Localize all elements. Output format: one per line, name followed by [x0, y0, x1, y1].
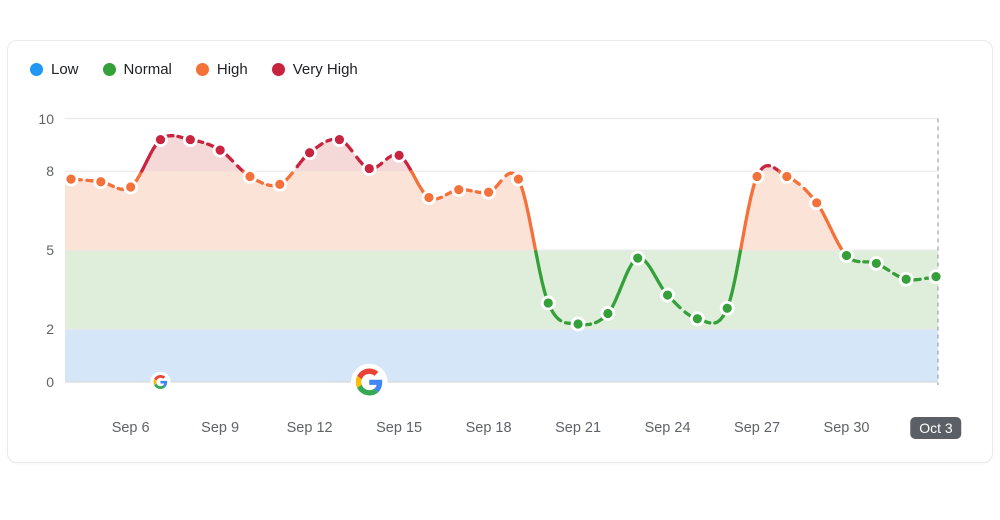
data-point-sep-30[interactable]: [839, 248, 854, 263]
x-tick-sep-6: Sep 6: [111, 420, 150, 436]
data-point-sep-13[interactable]: [332, 132, 347, 147]
data-point-sep-22[interactable]: [600, 306, 616, 321]
data-point-sep-15[interactable]: [391, 147, 407, 163]
data-point-sep-28[interactable]: [779, 169, 795, 184]
very-high-dot-icon: [271, 63, 285, 76]
data-point-sep-26[interactable]: [719, 300, 735, 316]
trend-line-segment: [802, 186, 845, 253]
very-high-area-fill: [65, 135, 936, 172]
high-dot-icon: [195, 63, 209, 76]
data-point-sep-12[interactable]: [302, 145, 318, 161]
data-point-sep-27[interactable]: [749, 169, 765, 184]
data-point-sep-24[interactable]: [660, 287, 675, 303]
legend-label-high: High: [216, 61, 248, 78]
legend-item-normal: Normal: [102, 61, 172, 78]
x-tick-sep-12: Sep 12: [286, 420, 333, 436]
normal-band: [65, 250, 938, 330]
legend-label-low: Low: [51, 61, 79, 78]
legend-label-very-high: Very High: [292, 61, 358, 78]
legend: Low Normal High Very High: [30, 61, 358, 78]
data-point-sep-16[interactable]: [421, 190, 437, 205]
x-tick-sep-27: Sep 27: [734, 420, 781, 436]
data-point-oct-1[interactable]: [868, 256, 884, 271]
legend-item-very-high: Very High: [271, 61, 358, 78]
data-point-sep-20[interactable]: [540, 295, 556, 311]
x-tick-sep-9: Sep 9: [201, 420, 240, 436]
google-logo-icon[interactable]: [153, 375, 168, 389]
data-point-sep-9[interactable]: [212, 142, 228, 158]
data-point-sep-17[interactable]: [451, 182, 467, 198]
x-tick-sep-24: Sep 24: [644, 420, 691, 436]
legend-label-normal: Normal: [123, 61, 172, 78]
google-logo-icon[interactable]: [355, 368, 383, 396]
data-point-sep-29[interactable]: [809, 195, 825, 211]
y-tick-5: 5: [46, 242, 54, 259]
legend-item-low: Low: [30, 61, 79, 78]
data-point-sep-21[interactable]: [570, 316, 586, 332]
data-point-sep-19[interactable]: [511, 171, 526, 187]
data-point-sep-10[interactable]: [242, 169, 258, 184]
data-point-sep-18[interactable]: [481, 184, 496, 200]
data-point-oct-3[interactable]: [928, 269, 944, 285]
today-date-badge[interactable]: Oct 3: [910, 417, 962, 439]
x-tick-sep-15: Sep 15: [376, 420, 423, 436]
y-tick-8: 8: [46, 163, 54, 180]
data-point-sep-25[interactable]: [689, 311, 705, 327]
y-tick-2: 2: [46, 321, 54, 338]
legend-item-high: High: [195, 61, 248, 78]
data-point-sep-14[interactable]: [361, 161, 377, 176]
data-point-sep-4[interactable]: [63, 171, 79, 187]
low-dot-icon: [30, 63, 43, 76]
y-tick-10: 10: [38, 110, 54, 127]
x-tick-sep-30: Sep 30: [823, 420, 870, 436]
normal-dot-icon: [102, 63, 116, 76]
data-point-sep-6[interactable]: [123, 179, 139, 195]
data-point-sep-5[interactable]: [93, 174, 109, 190]
data-point-oct-2[interactable]: [898, 271, 914, 287]
data-point-sep-11[interactable]: [272, 176, 288, 192]
data-point-sep-7[interactable]: [153, 132, 168, 147]
x-tick-sep-21: Sep 21: [555, 420, 602, 436]
data-point-sep-8[interactable]: [182, 132, 198, 147]
data-point-sep-23[interactable]: [630, 250, 646, 266]
y-tick-0: 0: [46, 374, 54, 390]
low-band: [65, 329, 938, 382]
trend-line-segment: [759, 164, 772, 172]
x-tick-sep-18: Sep 18: [465, 420, 512, 436]
